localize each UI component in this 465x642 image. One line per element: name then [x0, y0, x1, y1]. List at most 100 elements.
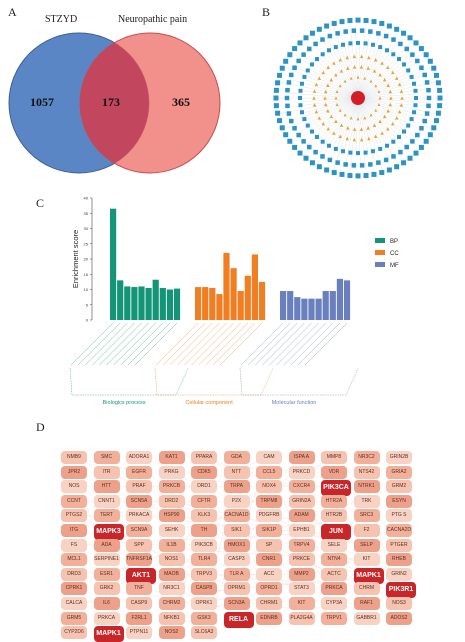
- network-b-node-compound: [332, 61, 336, 65]
- gene-node: CNNT1: [93, 494, 120, 508]
- legend-label: CC: [390, 251, 399, 257]
- gene-node: CACNA1D: [223, 509, 250, 523]
- network-b-node-target: [433, 72, 439, 78]
- network-b-node-target: [413, 150, 419, 156]
- y-tick-label: 40: [84, 196, 89, 201]
- network-b-edge: [283, 97, 359, 130]
- gene-node: GRIA2: [386, 465, 412, 479]
- network-b-node-compound: [388, 102, 393, 107]
- gene-node: PDGFRB: [256, 509, 282, 523]
- network-b-node-target: [327, 143, 331, 148]
- network-b-edge: [357, 23, 384, 99]
- bar: [329, 291, 336, 320]
- gene-node: SPP: [126, 538, 152, 552]
- gene-node: SELP: [353, 538, 380, 552]
- network-b-node-target: [378, 45, 383, 50]
- gene-node: GRM2: [386, 480, 412, 494]
- network-b-node-target: [413, 88, 418, 93]
- network-b-node-target: [376, 160, 381, 165]
- network-b-node-target: [303, 155, 309, 161]
- network-b-edge: [300, 97, 359, 102]
- network-b-edge: [302, 97, 359, 114]
- network-b-node-target: [309, 160, 315, 166]
- gene-node: PRKCA: [321, 582, 347, 596]
- gene-node: GRIN2A: [288, 494, 315, 508]
- network-b-edge: [357, 97, 408, 128]
- bar: [131, 287, 138, 320]
- network-b-node-compound: [369, 79, 373, 83]
- gene-node: SCN9A: [126, 524, 152, 537]
- network-b-edge: [357, 97, 390, 159]
- gene-node: OPRK1: [191, 597, 217, 610]
- network-b-edge: [357, 97, 416, 106]
- bar: [322, 291, 329, 320]
- network-b-node-target: [435, 110, 441, 116]
- gene-node: MMP8: [321, 451, 347, 464]
- network-b-node-target: [437, 87, 443, 93]
- panel-label-a: A: [8, 5, 17, 19]
- network-b-edge: [332, 97, 359, 148]
- gene-node: PLA2G4A: [288, 611, 315, 625]
- network-b-node-target: [404, 144, 409, 150]
- network-b-node-target: [348, 41, 353, 46]
- ppi-edge: [106, 472, 172, 604]
- network-b-node-compound: [374, 84, 378, 88]
- network-b-node-target: [394, 164, 400, 170]
- network-b-node-compound: [380, 61, 384, 65]
- gene-node: IL6: [93, 597, 120, 610]
- group-label: Molecular function: [272, 400, 317, 406]
- panel-label-d: D: [36, 420, 45, 434]
- network-b-node-target: [398, 149, 403, 155]
- network-b-node-target: [437, 103, 443, 109]
- x-tick-label-line: [155, 322, 199, 366]
- network-b-node-target: [347, 173, 353, 179]
- y-tick-label: 10: [84, 287, 89, 292]
- gene-node: NR3C2: [353, 451, 380, 464]
- gene-node: NOS: [61, 480, 87, 494]
- network-b-node-target: [371, 42, 376, 47]
- network-b-node-target: [402, 62, 407, 67]
- network-b-node-target: [287, 138, 293, 144]
- network-b-node-compound: [334, 96, 338, 100]
- network-b-edge: [322, 97, 359, 142]
- venn-left-count: 1057: [30, 95, 54, 109]
- x-tick-label-line: [163, 322, 206, 366]
- legend-swatch: [375, 262, 385, 267]
- network-b-edge: [357, 97, 380, 150]
- network-b-node-target: [376, 31, 381, 36]
- bar: [336, 278, 343, 320]
- bar: [223, 252, 230, 320]
- network-b-node-compound: [314, 82, 319, 87]
- x-tick-label-line: [99, 322, 142, 366]
- x-tick-label-line: [297, 322, 341, 366]
- network-b-node-target: [410, 139, 415, 144]
- network-b-node-target: [414, 96, 418, 100]
- network-b-node-compound: [321, 70, 326, 75]
- gene-node: SRC3: [353, 509, 380, 523]
- network-b-node-target: [335, 31, 340, 36]
- network-b-edge: [332, 97, 359, 173]
- bar: [308, 298, 315, 320]
- x-tick-label-line: [240, 322, 284, 366]
- gene-node: CHRM1: [256, 597, 282, 610]
- y-tick-label: 20: [84, 257, 89, 262]
- network-b-node-compound: [374, 108, 378, 112]
- network-b-node-target: [320, 154, 325, 159]
- network-b-node-compound: [386, 127, 390, 131]
- network-b-node-target: [283, 58, 289, 64]
- bar: [244, 275, 251, 320]
- network-b-edge: [357, 97, 413, 156]
- network-b-node-compound: [312, 96, 316, 100]
- network-b-node-target: [339, 19, 345, 25]
- network-b-node-compound: [352, 127, 357, 131]
- network-b-node-compound: [345, 136, 349, 141]
- gene-node: NTN4: [321, 553, 347, 567]
- ppi-edge: [203, 457, 335, 502]
- network-b-node-compound: [338, 84, 342, 88]
- bar: [280, 291, 287, 320]
- gene-node: HTR2B: [321, 509, 347, 523]
- gene-node: PTGER: [386, 538, 412, 552]
- network-b-node-target: [423, 52, 429, 58]
- network-b-edge: [291, 52, 359, 99]
- network-b-node-target: [302, 74, 307, 79]
